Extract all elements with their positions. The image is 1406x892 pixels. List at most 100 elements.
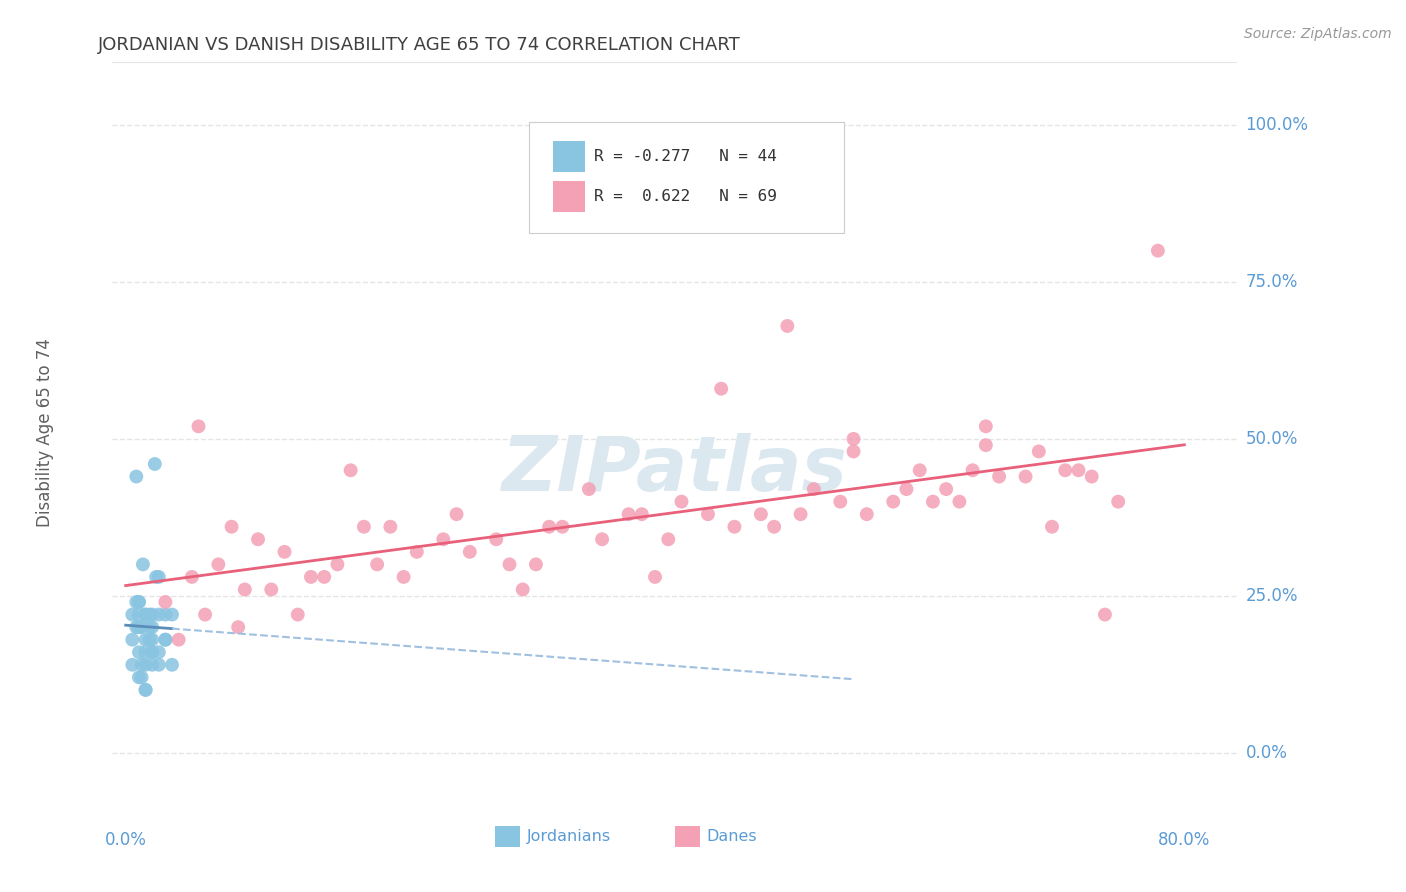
Text: 75.0%: 75.0% xyxy=(1246,273,1298,291)
Point xyxy=(221,520,243,534)
Point xyxy=(135,682,157,697)
Point xyxy=(299,570,322,584)
Point xyxy=(141,632,163,647)
Point xyxy=(125,469,148,483)
Text: 0.0%: 0.0% xyxy=(105,830,146,848)
Point xyxy=(458,545,481,559)
Point xyxy=(1080,469,1102,483)
Point xyxy=(551,520,574,534)
Point xyxy=(128,620,150,634)
Point xyxy=(135,657,157,672)
Point xyxy=(962,463,984,477)
Point xyxy=(138,620,160,634)
Point xyxy=(141,620,163,634)
Point xyxy=(148,607,170,622)
Point xyxy=(128,620,150,634)
Point xyxy=(155,632,177,647)
Point xyxy=(145,570,167,584)
Point xyxy=(538,520,561,534)
Point xyxy=(1094,607,1116,622)
Point xyxy=(135,682,157,697)
Point xyxy=(138,632,160,647)
Text: R =  0.622   N = 69: R = 0.622 N = 69 xyxy=(593,189,776,204)
Point xyxy=(148,570,170,584)
Point xyxy=(207,558,229,572)
Point xyxy=(131,657,153,672)
Text: JORDANIAN VS DANISH DISABILITY AGE 65 TO 74 CORRELATION CHART: JORDANIAN VS DANISH DISABILITY AGE 65 TO… xyxy=(98,36,741,54)
Point xyxy=(512,582,534,597)
Point xyxy=(366,558,388,572)
Point xyxy=(135,632,157,647)
Point xyxy=(803,482,825,496)
Text: 0.0%: 0.0% xyxy=(1246,744,1288,762)
Point xyxy=(187,419,209,434)
Point xyxy=(974,419,997,434)
Point xyxy=(485,533,508,547)
Point xyxy=(135,607,157,622)
Point xyxy=(749,507,772,521)
Point xyxy=(143,457,166,471)
Point xyxy=(180,570,202,584)
Point xyxy=(776,318,799,333)
Point xyxy=(148,657,170,672)
Point xyxy=(882,494,904,508)
Point xyxy=(121,657,143,672)
Point xyxy=(446,507,468,521)
Point xyxy=(326,558,349,572)
Text: 50.0%: 50.0% xyxy=(1246,430,1298,448)
Point xyxy=(273,545,295,559)
Point xyxy=(935,482,957,496)
Text: 100.0%: 100.0% xyxy=(1246,116,1309,134)
Point xyxy=(128,595,150,609)
Point xyxy=(353,520,375,534)
Point xyxy=(155,607,177,622)
Point xyxy=(644,570,666,584)
Point xyxy=(141,657,163,672)
Point xyxy=(155,632,177,647)
Point xyxy=(697,507,720,521)
Point xyxy=(121,607,143,622)
Point xyxy=(148,645,170,659)
Point xyxy=(128,645,150,659)
Text: Source: ZipAtlas.com: Source: ZipAtlas.com xyxy=(1244,27,1392,41)
Point xyxy=(121,632,143,647)
Point xyxy=(524,558,547,572)
Point xyxy=(339,463,361,477)
Point xyxy=(671,494,693,508)
Point xyxy=(392,570,415,584)
Point xyxy=(617,507,640,521)
Point xyxy=(128,670,150,684)
Point xyxy=(432,533,454,547)
Point xyxy=(260,582,283,597)
Point xyxy=(138,607,160,622)
Text: 80.0%: 80.0% xyxy=(1159,830,1211,848)
Point xyxy=(233,582,256,597)
Point xyxy=(578,482,600,496)
Point xyxy=(710,382,733,396)
Point xyxy=(498,558,520,572)
Point xyxy=(132,558,155,572)
Point xyxy=(1014,469,1036,483)
Point xyxy=(1028,444,1050,458)
Point xyxy=(141,645,163,659)
Point xyxy=(167,632,190,647)
Text: 25.0%: 25.0% xyxy=(1246,587,1298,605)
Point xyxy=(405,545,427,559)
Point xyxy=(855,507,877,521)
Bar xyxy=(554,181,585,212)
Point xyxy=(314,570,336,584)
Point xyxy=(160,657,183,672)
Point xyxy=(135,607,157,622)
Point xyxy=(128,607,150,622)
Point xyxy=(1040,520,1063,534)
Bar xyxy=(495,827,520,847)
Point xyxy=(131,670,153,684)
Point xyxy=(141,607,163,622)
Point xyxy=(908,463,931,477)
FancyBboxPatch shape xyxy=(529,121,844,233)
Point xyxy=(1107,494,1129,508)
Point xyxy=(948,494,970,508)
Point xyxy=(128,595,150,609)
Text: Disability Age 65 to 74: Disability Age 65 to 74 xyxy=(37,338,53,527)
Point xyxy=(287,607,309,622)
